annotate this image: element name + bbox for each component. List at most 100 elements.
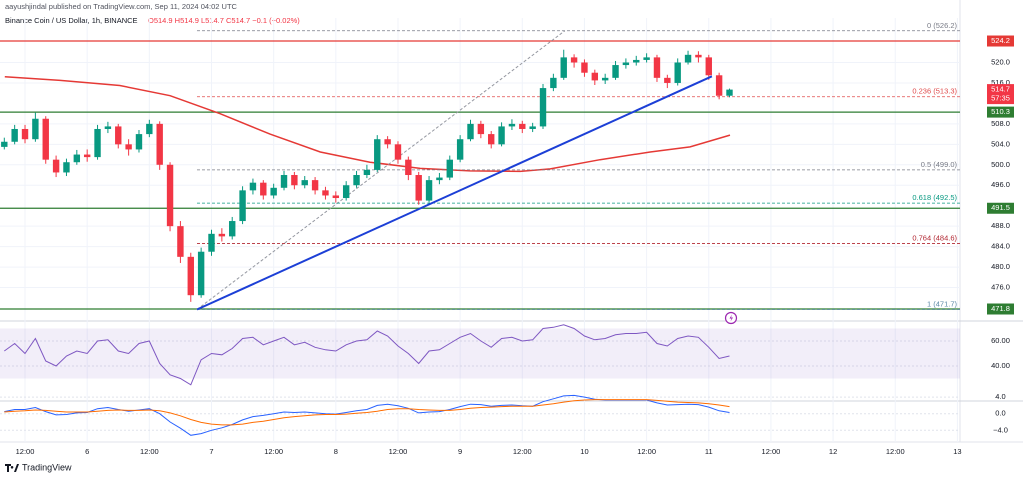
fib-label: 0 (526.2) [927,21,958,30]
candle-body [456,139,464,160]
candle-body [270,187,277,196]
price-tag [987,202,1014,214]
fib-label: 0.5 (499.0) [921,160,958,169]
trendline [196,75,713,311]
candle-body [384,139,391,145]
candle-body [291,175,298,186]
alert-bolt [729,314,733,322]
x-tick-label: 12:00 [389,447,408,456]
candle-body [177,226,184,257]
candle-body [52,159,60,173]
candle-body [280,175,288,188]
countdown: 57:35 [991,94,1010,103]
candle-body [519,123,526,129]
candle-body [363,169,371,176]
x-tick-label: 13 [953,447,961,456]
indicator-line [4,324,730,386]
candle-body [332,195,340,199]
brand: TradingView [22,462,72,472]
candle-body [715,75,723,96]
y-tick-label: 40.00 [991,361,1010,370]
candle-body [311,180,319,191]
candle-body [570,57,578,63]
y-tick-label: 484.0 [991,242,1010,251]
candle-body [705,57,712,76]
x-tick-label: 9 [458,447,462,456]
y-tick-label: 60.00 [991,336,1010,345]
candle-body [560,57,567,78]
candle-body [166,164,174,227]
moving-average [4,76,731,173]
alert-icon[interactable] [724,311,738,325]
x-tick-label: 12:00 [886,447,905,456]
x-tick-label: 6 [85,447,89,456]
y-tick-label: 488.0 [991,221,1010,230]
price-tag [987,106,1014,118]
candle-body [550,77,557,89]
candle-body [229,221,236,237]
indicator-line [4,399,730,426]
symbol: Binance Coin / US Dollar, 1h, BINANCE [5,16,138,25]
candle-body [146,123,153,135]
price-tag [987,35,1014,47]
x-tick-label: 11 [705,447,713,456]
y-tick-label: 508.0 [991,119,1010,128]
candle-body [342,185,350,199]
logo-mark [5,464,19,472]
x-tick-label: 12 [829,447,837,456]
y-tick-label: 496.0 [991,180,1010,189]
price-tag-label: 524.2 [991,36,1010,45]
candle-body [249,182,257,191]
y-tick-label: 500.0 [991,160,1010,169]
candle-body [353,175,360,186]
fib-label: 1 (471.7) [927,300,958,309]
candle-body [612,65,619,78]
candle-body [11,128,18,142]
fib-diagonal [196,30,566,310]
candle-body [415,175,422,201]
rsi-band [0,328,960,379]
price-tag [987,303,1014,315]
x-tick-label: 12:00 [762,447,781,456]
candle-body [260,182,267,196]
candle-body [125,144,132,150]
candle-body [115,126,122,145]
candle-body [208,233,215,252]
candle-body [446,159,453,178]
candle-body [83,154,91,158]
candle-body [633,59,640,63]
candle-body [684,54,692,63]
candle-body [32,118,39,140]
publisher: aayushjindal published on TradingView.co… [5,2,238,11]
price-tag-label: 510.3 [991,107,1010,116]
last-price-label: 514.7 [991,85,1010,94]
candle-body [601,77,609,81]
candle-body [488,134,495,145]
candle-body [394,144,402,160]
candle-body [239,190,246,222]
x-tick-label: 8 [334,447,338,456]
candle-body [539,88,547,127]
candle-body [42,118,49,160]
candle-body [374,139,381,170]
y-tick-label: 504.0 [991,139,1010,148]
candle-body [498,126,505,145]
y-tick-label: 4.0 [995,392,1005,401]
candle-body [104,126,112,129]
x-tick-label: 12:00 [637,447,656,456]
candle-body [63,162,70,173]
fib-label: 0.236 (513.3) [912,87,957,96]
price-tag-label: 491.5 [991,203,1010,212]
candle-body [581,62,588,73]
candle-body [674,62,681,83]
candle-body [301,180,308,186]
candle-body [94,128,101,158]
candle-body [197,251,205,296]
candle-body [664,77,671,83]
x-tick-label: 12:00 [140,447,159,456]
candle-body [477,123,485,135]
candle-body [405,159,412,176]
price-tag-label: 471.8 [991,304,1010,313]
